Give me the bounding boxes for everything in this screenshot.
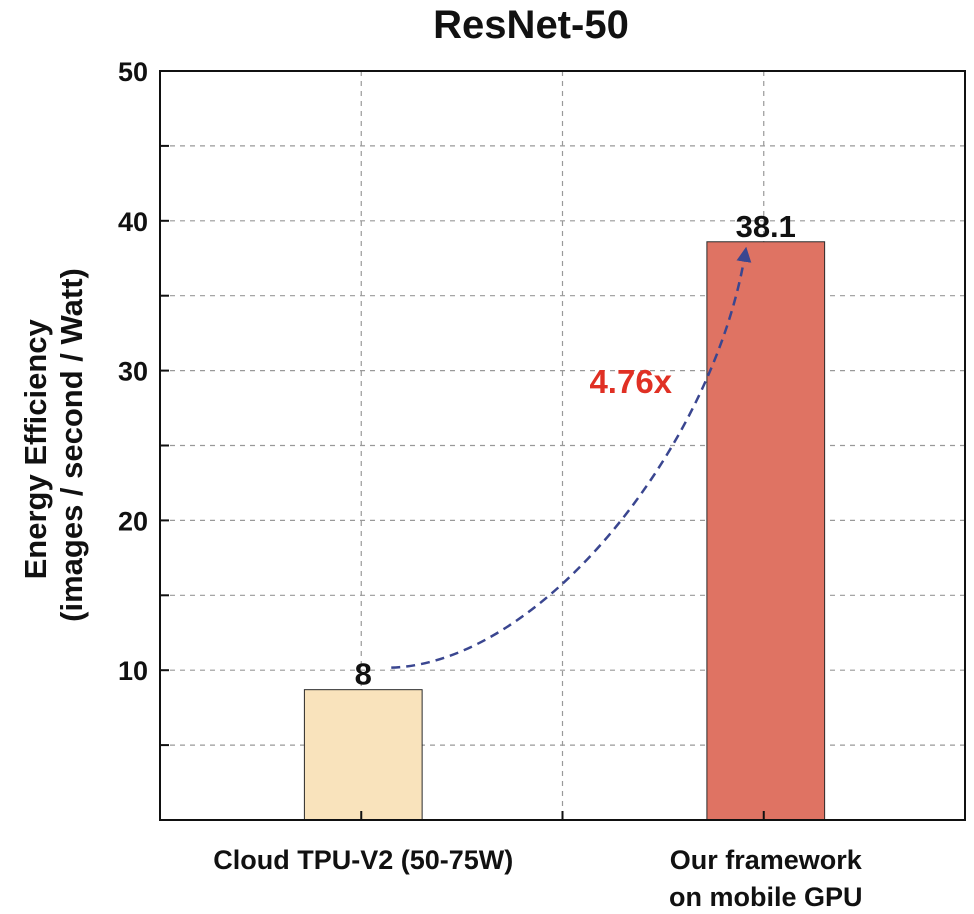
y-tick-label: 10 [118, 656, 148, 686]
gridlines [160, 71, 965, 820]
bars [303, 241, 826, 821]
y-tick-label: 30 [118, 357, 148, 387]
bar-value-label: 8 [355, 657, 372, 692]
x-category-label-line: Cloud TPU-V2 (50-75W) [213, 845, 513, 875]
bar [706, 241, 826, 821]
x-category-label: Cloud TPU-V2 (50-75W) [213, 845, 513, 875]
y-axis-label: Energy Efficiency (images / second / Wat… [18, 268, 89, 622]
y-tick-label: 20 [118, 506, 148, 536]
x-category-label-line: on mobile GPU [669, 882, 863, 912]
y-axis-label-line-1: Energy Efficiency [18, 318, 53, 579]
y-tick-label: 50 [118, 57, 148, 87]
bar-value-label: 38.1 [736, 209, 796, 244]
chart-title: ResNet-50 [433, 3, 629, 47]
y-axis-label-line-2: (images / second / Watt) [54, 268, 89, 622]
speedup-arrow [391, 246, 752, 669]
y-tick-label: 40 [118, 207, 148, 237]
speedup-annotation: 4.76x [589, 363, 672, 400]
x-axis-category-labels: Cloud TPU-V2 (50-75W) Our framework on mob… [213, 845, 863, 912]
bar [303, 689, 423, 821]
x-category-label: Our framework on mobile GPU [669, 845, 863, 912]
y-axis-tick-labels: 10 20 30 40 50 [118, 57, 148, 686]
bar-value-labels: 838.1 [355, 209, 796, 692]
x-category-label-line: Our framework [670, 845, 863, 875]
y-axis-ticks [160, 70, 765, 820]
